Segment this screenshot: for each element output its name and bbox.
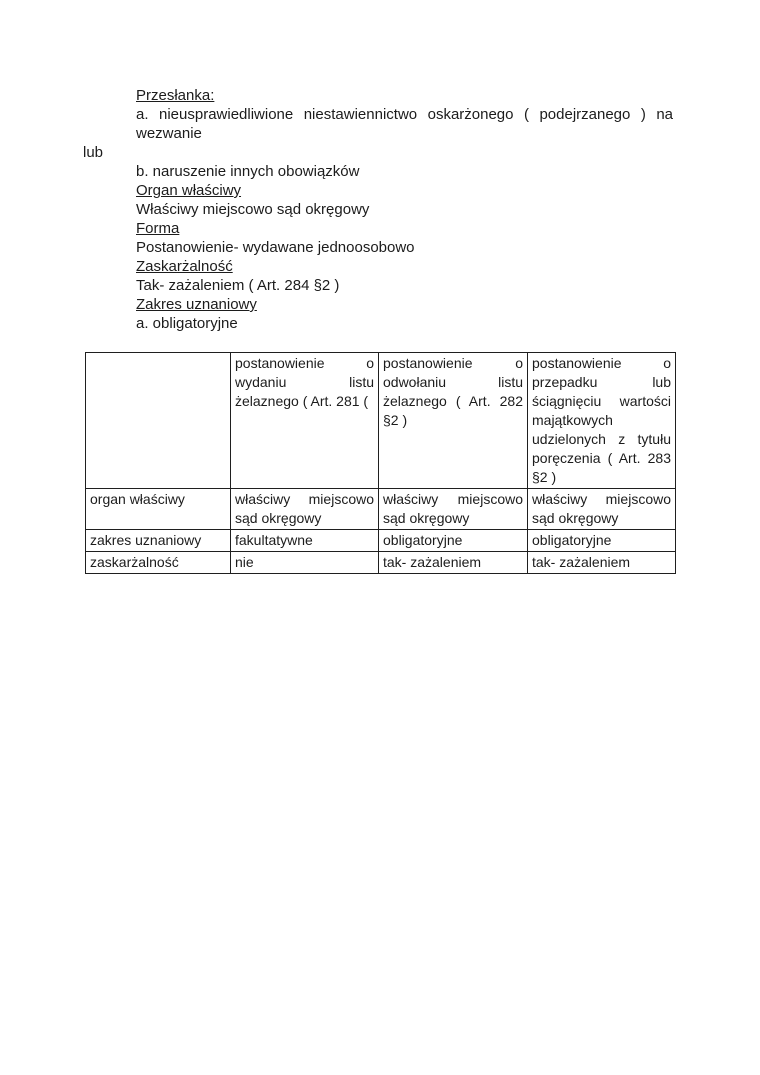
paragraph-forma: Postanowienie- wydawane jednoosobowo — [136, 239, 415, 256]
heading-forma: Forma — [136, 220, 180, 237]
paragraph-item-a: a. nieusprawiedliwione niestawiennictwo … — [136, 106, 678, 142]
paragraph-item-b: b. naruszenie innych obowiązków — [136, 163, 360, 180]
table-header-cell-wydanie: postanowienie o wydaniu listu żelaznego … — [230, 352, 379, 489]
table-cell: nie — [230, 551, 379, 574]
table-header-cell-przepadek: postanowienie o przepadku lub ściągnięci… — [527, 352, 676, 489]
table-row-label: zakres uznaniowy — [85, 529, 231, 552]
table-row-zaskarzalnosc: zaskarżalność nie tak- zażaleniem tak- z… — [85, 551, 676, 574]
heading-przeslanka: Przesłanka: — [136, 87, 215, 104]
table-row-zakres-uznaniowy: zakres uznaniowy fakultatywne obligatory… — [85, 529, 676, 552]
heading-organ-wlasciwy: Organ właściwy — [136, 182, 242, 199]
comparison-table: postanowienie o wydaniu listu żelaznego … — [85, 352, 676, 574]
table-cell: właściwy miejscowo sąd okręgowy — [378, 488, 528, 530]
table-cell: fakultatywne — [230, 529, 379, 552]
table-row-label: zaskarżalność — [85, 551, 231, 574]
table-header-empty-cell — [85, 352, 231, 489]
table-cell: obligatoryjne — [378, 529, 528, 552]
table-cell: właściwy miejscowo sąd okręgowy — [230, 488, 379, 530]
paragraph-zakres: a. obligatoryjne — [136, 315, 238, 332]
table-header-cell-odwolanie: postanowienie o odwołaniu listu żelazneg… — [378, 352, 528, 489]
table-cell: obligatoryjne — [527, 529, 676, 552]
table-row-label: organ właściwy — [85, 488, 231, 530]
table-cell: tak- zażaleniem — [378, 551, 528, 574]
table-cell: tak- zażaleniem — [527, 551, 676, 574]
paragraph-organ: Właściwy miejscowo sąd okręgowy — [136, 201, 370, 218]
paragraph-zaskarzalnosc: Tak- zażaleniem ( Art. 284 §2 ) — [136, 277, 340, 294]
document-page: Przesłanka: a. nieusprawiedliwione niest… — [83, 86, 678, 574]
heading-zakres-uznaniowy: Zakres uznaniowy — [136, 296, 257, 313]
table-row-organ-wlasciwy: organ właściwy właściwy miejscowo sąd ok… — [85, 488, 676, 530]
table-header-row: postanowienie o wydaniu listu żelaznego … — [85, 352, 676, 489]
table-cell: właściwy miejscowo sąd okręgowy — [527, 488, 676, 530]
paragraph-item-a-cont: lub — [83, 144, 104, 161]
heading-zaskarzalnosc: Zaskarżalność — [136, 258, 233, 275]
